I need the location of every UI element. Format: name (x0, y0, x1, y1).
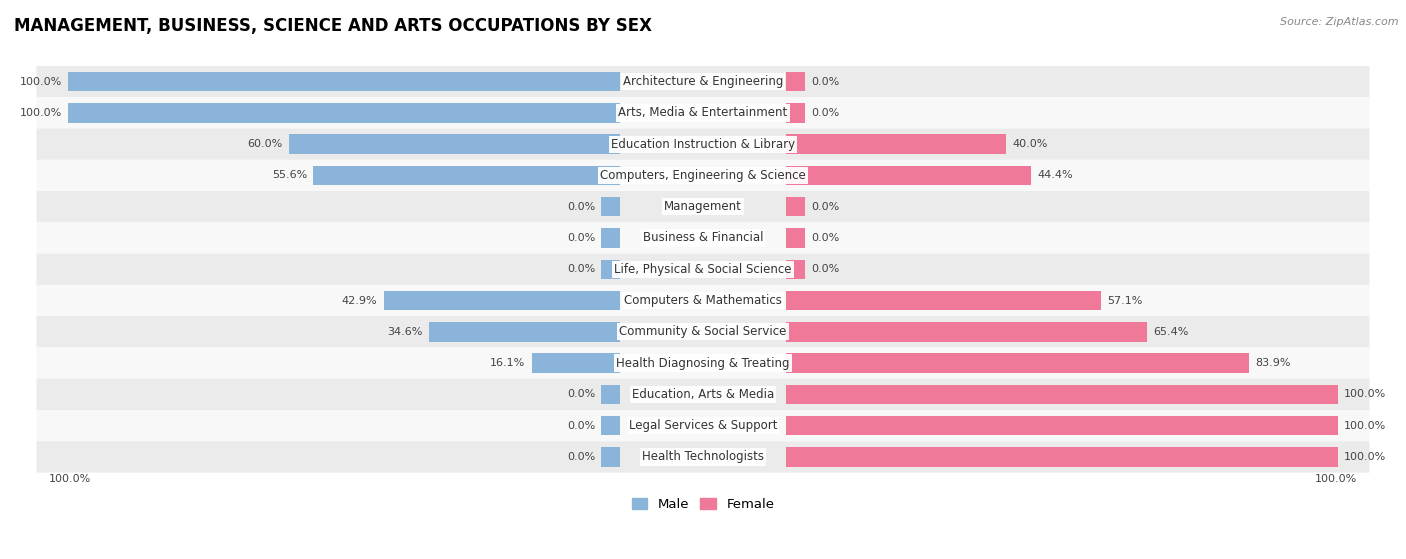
Text: Life, Physical & Social Science: Life, Physical & Social Science (614, 263, 792, 276)
Text: 0.0%: 0.0% (567, 233, 595, 243)
FancyBboxPatch shape (37, 97, 1369, 129)
Text: 16.1%: 16.1% (489, 358, 526, 368)
Bar (786, 228, 804, 248)
Text: 0.0%: 0.0% (811, 77, 839, 87)
Bar (602, 228, 620, 248)
Text: 0.0%: 0.0% (811, 233, 839, 243)
Text: 42.9%: 42.9% (342, 296, 377, 306)
FancyBboxPatch shape (37, 379, 1369, 410)
Bar (602, 259, 620, 279)
FancyBboxPatch shape (37, 285, 1369, 316)
Bar (602, 197, 620, 216)
Text: Business & Financial: Business & Financial (643, 231, 763, 244)
Text: Community & Social Service: Community & Social Service (619, 325, 787, 338)
Text: 0.0%: 0.0% (811, 202, 839, 212)
Bar (786, 291, 1101, 310)
FancyBboxPatch shape (37, 191, 1369, 222)
Text: 100.0%: 100.0% (20, 108, 62, 118)
Text: Computers & Mathematics: Computers & Mathematics (624, 294, 782, 307)
Bar (786, 197, 804, 216)
FancyBboxPatch shape (37, 222, 1369, 254)
FancyBboxPatch shape (37, 316, 1369, 348)
Bar (290, 135, 620, 154)
Bar (69, 103, 620, 122)
Bar (429, 322, 620, 342)
Bar (786, 353, 1249, 373)
Text: 40.0%: 40.0% (1012, 139, 1047, 149)
Legend: Male, Female: Male, Female (626, 492, 780, 516)
Text: 100.0%: 100.0% (1344, 390, 1386, 399)
Bar (531, 353, 620, 373)
Text: MANAGEMENT, BUSINESS, SCIENCE AND ARTS OCCUPATIONS BY SEX: MANAGEMENT, BUSINESS, SCIENCE AND ARTS O… (14, 17, 652, 35)
Text: Computers, Engineering & Science: Computers, Engineering & Science (600, 169, 806, 182)
Text: 60.0%: 60.0% (247, 139, 283, 149)
Bar (314, 166, 620, 185)
Text: 0.0%: 0.0% (567, 390, 595, 399)
Bar (786, 416, 1337, 435)
Text: 0.0%: 0.0% (567, 202, 595, 212)
Bar (602, 385, 620, 404)
Text: 57.1%: 57.1% (1107, 296, 1143, 306)
Text: 0.0%: 0.0% (567, 264, 595, 274)
Text: Arts, Media & Entertainment: Arts, Media & Entertainment (619, 106, 787, 120)
FancyBboxPatch shape (37, 160, 1369, 191)
Bar (786, 166, 1031, 185)
Text: 100.0%: 100.0% (1344, 421, 1386, 430)
Bar (786, 385, 1337, 404)
FancyBboxPatch shape (37, 66, 1369, 97)
Text: 0.0%: 0.0% (811, 108, 839, 118)
Text: Architecture & Engineering: Architecture & Engineering (623, 75, 783, 88)
Text: Education, Arts & Media: Education, Arts & Media (631, 388, 775, 401)
FancyBboxPatch shape (37, 348, 1369, 379)
FancyBboxPatch shape (37, 129, 1369, 160)
FancyBboxPatch shape (37, 441, 1369, 472)
Bar (602, 447, 620, 467)
Text: 100.0%: 100.0% (20, 77, 62, 87)
Text: 83.9%: 83.9% (1256, 358, 1291, 368)
Text: 55.6%: 55.6% (271, 170, 307, 181)
FancyBboxPatch shape (37, 254, 1369, 285)
Bar (602, 416, 620, 435)
Text: Legal Services & Support: Legal Services & Support (628, 419, 778, 432)
Bar (786, 447, 1337, 467)
Text: Health Diagnosing & Treating: Health Diagnosing & Treating (616, 357, 790, 369)
Text: 100.0%: 100.0% (49, 475, 91, 485)
Text: 100.0%: 100.0% (1344, 452, 1386, 462)
Text: 0.0%: 0.0% (567, 421, 595, 430)
Text: 0.0%: 0.0% (811, 264, 839, 274)
Text: 65.4%: 65.4% (1153, 327, 1188, 337)
Bar (786, 103, 804, 122)
Text: 34.6%: 34.6% (388, 327, 423, 337)
Bar (786, 259, 804, 279)
Bar (69, 72, 620, 91)
Text: 0.0%: 0.0% (567, 452, 595, 462)
Text: 100.0%: 100.0% (1315, 475, 1357, 485)
FancyBboxPatch shape (37, 410, 1369, 441)
Bar (786, 135, 1007, 154)
Text: Source: ZipAtlas.com: Source: ZipAtlas.com (1281, 17, 1399, 27)
Bar (786, 322, 1147, 342)
Bar (786, 72, 804, 91)
Text: 44.4%: 44.4% (1038, 170, 1073, 181)
Text: Health Technologists: Health Technologists (643, 451, 763, 463)
Text: Management: Management (664, 200, 742, 213)
Text: Education Instruction & Library: Education Instruction & Library (612, 138, 794, 151)
Bar (384, 291, 620, 310)
